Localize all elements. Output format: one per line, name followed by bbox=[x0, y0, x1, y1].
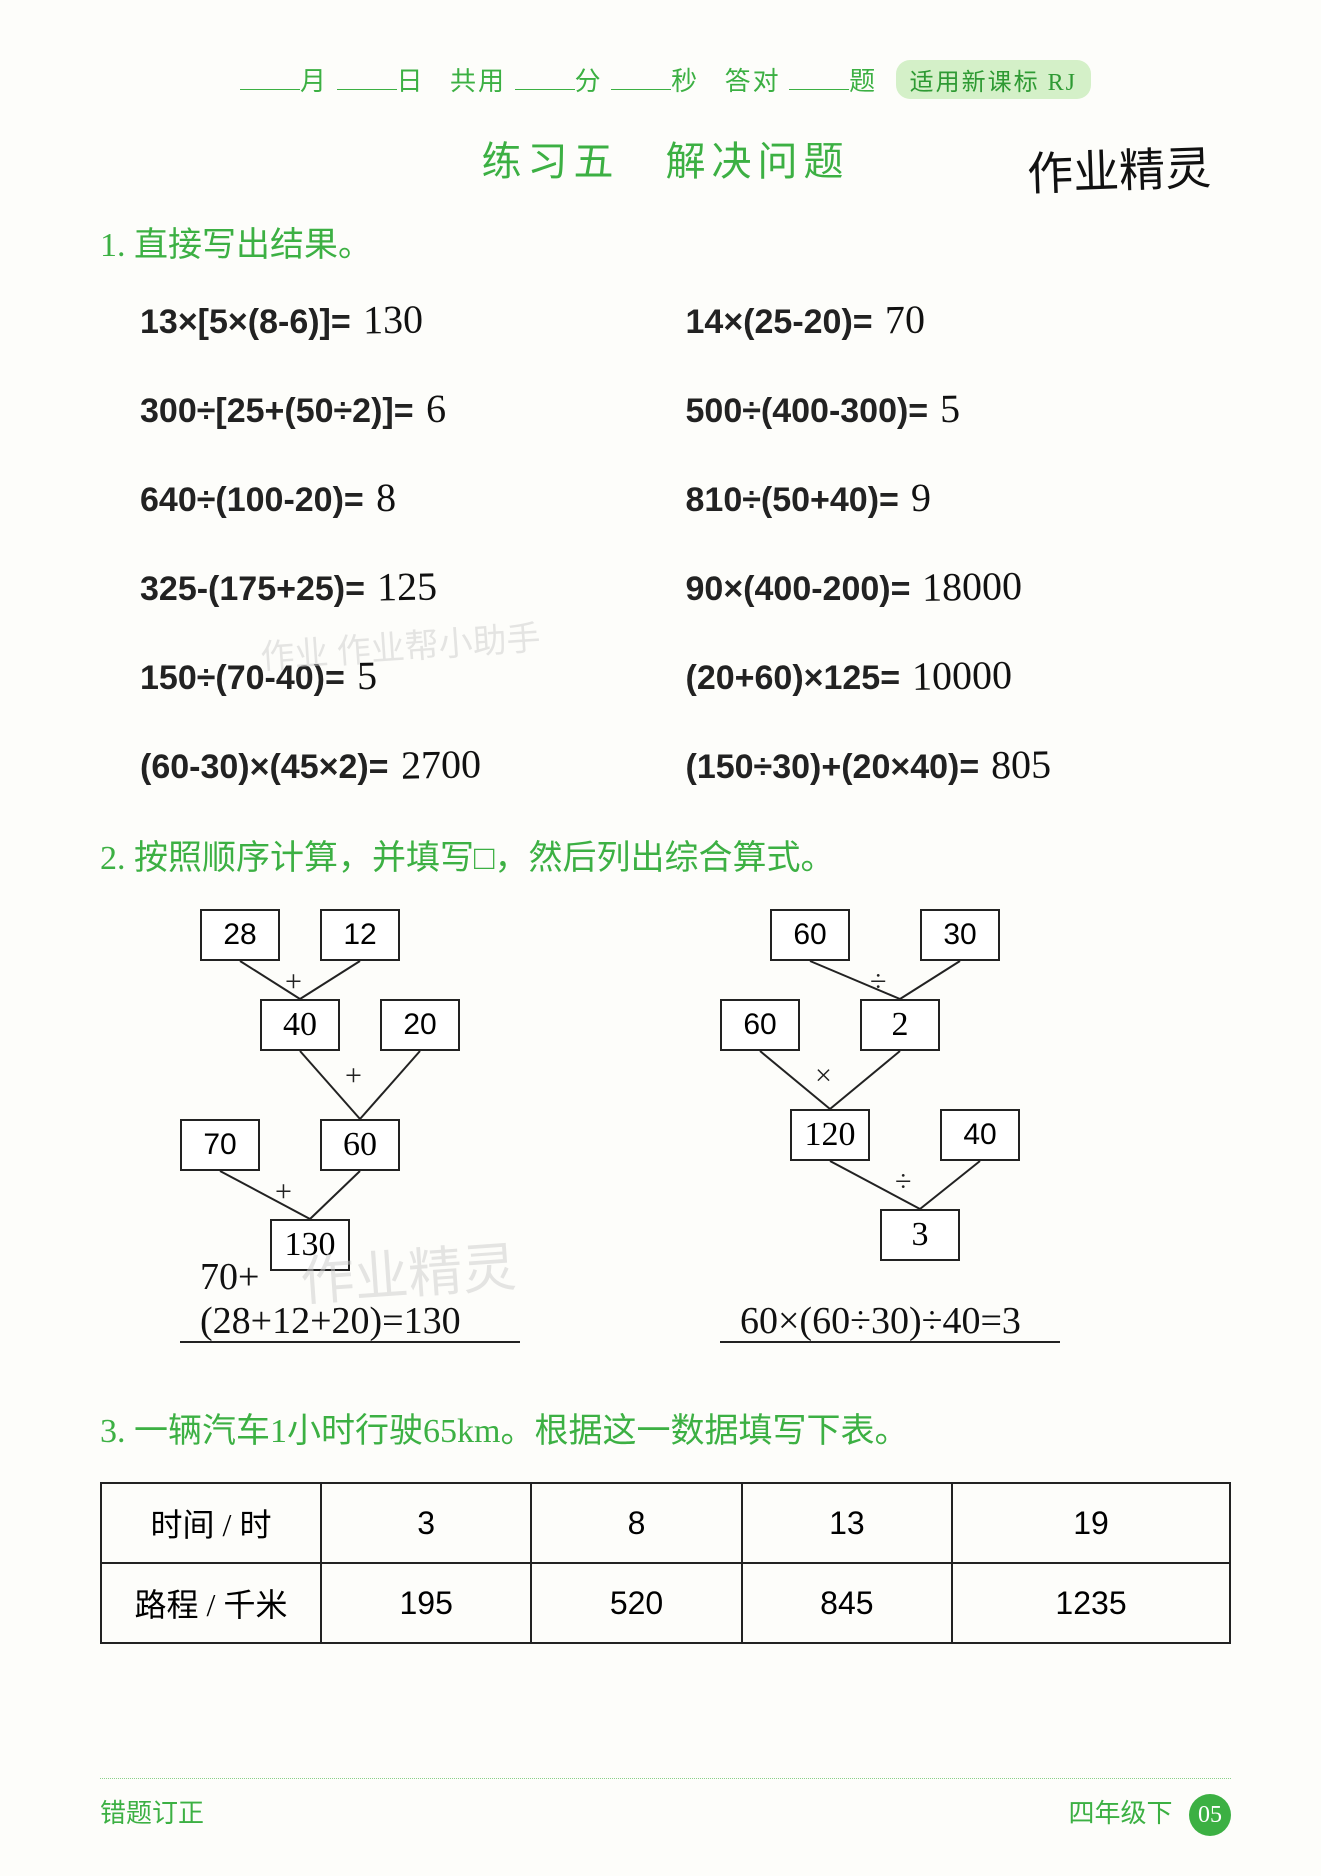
flow-box: 60 bbox=[720, 999, 800, 1051]
expression: 13×[5×(8-6)]= bbox=[140, 303, 351, 342]
page-number: 05 bbox=[1189, 1794, 1231, 1836]
table-cell: 520 bbox=[531, 1563, 741, 1643]
table-row: 时间 / 时 3 8 13 19 bbox=[101, 1483, 1230, 1563]
flow-box: 2 bbox=[860, 999, 940, 1051]
expression: 90×(400-200)= bbox=[686, 570, 911, 609]
problem-cell: (20+60)×125= 10000 bbox=[686, 652, 1232, 699]
table-row: 路程 / 千米 195 520 845 1235 bbox=[101, 1563, 1230, 1643]
handwritten-answer: 130 bbox=[362, 295, 423, 343]
flow-left-answer: 70+(28+12+20)=130 bbox=[200, 1255, 520, 1343]
handwritten-answer: 5 bbox=[940, 385, 961, 432]
table-cell: 195 bbox=[321, 1563, 531, 1643]
table-cell: 845 bbox=[742, 1563, 952, 1643]
flow-box: 40 bbox=[940, 1109, 1020, 1161]
expression: 500÷(400-300)= bbox=[686, 392, 929, 431]
flow-box: 12 bbox=[320, 909, 400, 961]
row-header-dist: 路程 / 千米 bbox=[101, 1563, 321, 1643]
operator: ÷ bbox=[895, 1165, 911, 1199]
min-label: 分 bbox=[575, 67, 603, 96]
flow-box: 3 bbox=[880, 1209, 960, 1261]
q3-table: 时间 / 时 3 8 13 19 路程 / 千米 195 520 845 123… bbox=[100, 1482, 1231, 1644]
flow-box: 20 bbox=[380, 999, 460, 1051]
flow-box: 60 bbox=[770, 909, 850, 961]
month-label: 月 bbox=[300, 67, 328, 96]
problem-cell: 810÷(50+40)= 9 bbox=[686, 474, 1232, 521]
table-cell: 3 bbox=[321, 1483, 531, 1563]
flow-box: 70 bbox=[180, 1119, 260, 1171]
handwritten-answer: 125 bbox=[377, 562, 438, 610]
problem-cell: 14×(25-20)= 70 bbox=[686, 296, 1232, 343]
expression: 325-(175+25)= bbox=[140, 570, 365, 609]
operator: + bbox=[345, 1059, 362, 1093]
curriculum-badge: 适用新课标 RJ bbox=[896, 60, 1091, 99]
expression: (20+60)×125= bbox=[686, 659, 901, 698]
handwritten-answer: 5 bbox=[356, 652, 377, 699]
table-cell: 19 bbox=[952, 1483, 1230, 1563]
problem-cell: 640÷(100-20)= 8 bbox=[140, 474, 686, 521]
footer-right: 四年级下 05 bbox=[1068, 1793, 1231, 1836]
handwritten-corner-note: 作业精灵 bbox=[1026, 132, 1212, 204]
expression: 300÷[25+(50÷2)]= bbox=[140, 392, 414, 431]
q3-heading: 3. 一辆汽车1小时行驶65km。根据这一数据填写下表。 bbox=[100, 1403, 1231, 1452]
q1-problem-grid: 13×[5×(8-6)]= 130 14×(25-20)= 70 300÷[25+(50… bbox=[100, 296, 1231, 788]
flow-box: 40 bbox=[260, 999, 340, 1051]
used-label: 共用 bbox=[450, 67, 506, 96]
problem-cell: 150÷(70-40)= 5 bbox=[140, 652, 686, 699]
problem-cell: 325-(175+25)= 125 bbox=[140, 563, 686, 610]
handwritten-answer: 18000 bbox=[922, 562, 1023, 611]
problem-cell: 13×[5×(8-6)]= 130 bbox=[140, 296, 686, 343]
page-header: 月 日 共用 分 秒 答对 题 适用新课标 RJ bbox=[100, 60, 1231, 99]
handwritten-answer: 10000 bbox=[912, 651, 1013, 700]
flow-box: 30 bbox=[920, 909, 1000, 961]
row-header-time: 时间 / 时 bbox=[101, 1483, 321, 1563]
operator: × bbox=[815, 1059, 832, 1093]
problem-cell: (60-30)×(45×2)= 2700 bbox=[140, 741, 686, 788]
handwritten-answer: 2700 bbox=[400, 740, 481, 788]
handwritten-answer: 805 bbox=[991, 740, 1052, 788]
expression: 640÷(100-20)= bbox=[140, 481, 364, 520]
q2-flowcharts: 281240207060130+++ 70+(28+12+20)=130 603… bbox=[140, 909, 1231, 1363]
flowchart-right: 6030602120403÷×÷ bbox=[680, 909, 1100, 1289]
expression: (150÷30)+(20×40)= bbox=[686, 748, 980, 787]
operator: ÷ bbox=[870, 965, 886, 999]
q2-heading: 2. 按照顺序计算，并填写□，然后列出综合算式。 bbox=[100, 830, 1231, 879]
flow-box: 28 bbox=[200, 909, 280, 961]
table-cell: 13 bbox=[742, 1483, 952, 1563]
expression: 14×(25-20)= bbox=[686, 303, 873, 342]
handwritten-answer: 70 bbox=[884, 296, 925, 344]
expression: 150÷(70-40)= bbox=[140, 659, 345, 698]
expression: 810÷(50+40)= bbox=[686, 481, 899, 520]
ti-label: 题 bbox=[849, 67, 877, 96]
flowchart-left: 281240207060130+++ bbox=[140, 909, 560, 1289]
flow-right-answer: 60×(60÷30)÷40=3 bbox=[740, 1299, 1021, 1343]
table-cell: 8 bbox=[531, 1483, 741, 1563]
handwritten-answer: 8 bbox=[375, 474, 396, 521]
problem-cell: 90×(400-200)= 18000 bbox=[686, 563, 1232, 610]
problem-cell: 300÷[25+(50÷2)]= 6 bbox=[140, 385, 686, 432]
sec-label: 秒 bbox=[671, 67, 699, 96]
q1-heading: 1. 直接写出结果。 bbox=[100, 217, 1231, 266]
table-cell: 1235 bbox=[952, 1563, 1230, 1643]
handwritten-answer: 6 bbox=[425, 385, 446, 432]
page-footer: 错题订正 四年级下 05 bbox=[100, 1778, 1231, 1836]
handwritten-answer: 9 bbox=[910, 474, 931, 521]
operator: + bbox=[285, 965, 302, 999]
correct-label: 答对 bbox=[725, 67, 781, 96]
problem-cell: 500÷(400-300)= 5 bbox=[686, 385, 1232, 432]
day-label: 日 bbox=[397, 67, 425, 96]
problem-cell: (150÷30)+(20×40)= 805 bbox=[686, 741, 1232, 788]
operator: + bbox=[275, 1175, 292, 1209]
footer-left: 错题订正 bbox=[100, 1793, 204, 1836]
flow-box: 120 bbox=[790, 1109, 870, 1161]
flow-right-answer-line: 60×(60÷30)÷40=3 bbox=[720, 1299, 1060, 1343]
expression: (60-30)×(45×2)= bbox=[140, 748, 389, 787]
flow-box: 60 bbox=[320, 1119, 400, 1171]
flow-left-answer-line: 70+(28+12+20)=130 bbox=[180, 1299, 520, 1343]
